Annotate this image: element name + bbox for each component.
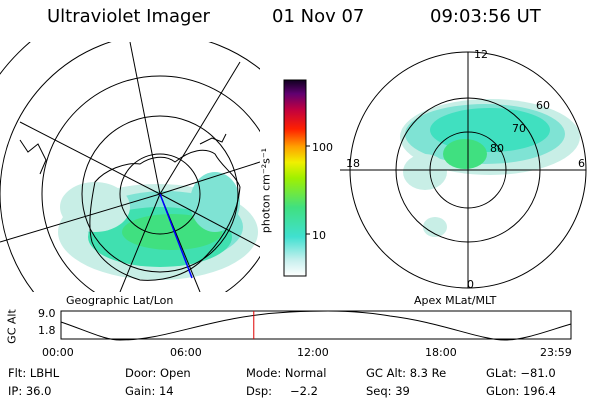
colorbar-label: photon cm⁻²s⁻¹ [259, 147, 273, 234]
colorbar-tick-100: 100 [312, 141, 333, 154]
time-label: 09:03:56 UT [430, 6, 541, 27]
altitude-curve [60, 310, 572, 341]
colorbar-tick-10: 10 [312, 229, 326, 242]
mlt-label-6: 6 [578, 157, 585, 170]
mlt-label-18: 18 [346, 157, 360, 170]
status-filter: Flt: LBHL [8, 366, 60, 380]
coastline-fragment-2 [199, 133, 227, 145]
time-tick-0000: 00:00 [42, 346, 74, 359]
date-label: 01 Nov 07 [272, 6, 365, 27]
mlat-label-60: 60 [536, 99, 550, 112]
continent-outline [89, 149, 241, 281]
status-gain: Gain: 14 [125, 384, 174, 398]
status-dsp-label: Dsp: [246, 384, 273, 398]
colorbar [283, 79, 310, 277]
altitude-ymax: 9.0 [38, 307, 56, 320]
apex-map [340, 51, 587, 289]
mlt-label-0: 0 [467, 278, 474, 291]
coastline-fragment [19, 139, 47, 175]
status-glon: GLon: 196.4 [486, 384, 556, 398]
mlt-axes [340, 52, 586, 288]
status-seq: Seq: 39 [366, 384, 410, 398]
mlt-label-12: 12 [474, 48, 488, 61]
time-tick-2359: 23:59 [540, 346, 572, 359]
time-tick-1800: 18:00 [425, 346, 457, 359]
time-tick-0600: 06:00 [170, 346, 202, 359]
apex-caption: Apex MLat/MLT [414, 294, 497, 307]
geographic-map [0, 42, 260, 292]
instrument-title: Ultraviolet Imager [47, 6, 210, 27]
status-dsp-value: −2.2 [290, 384, 318, 398]
mlat-label-80: 80 [490, 142, 504, 155]
status-gc-alt: GC Alt: 8.3 Re [366, 366, 447, 380]
altitude-ymin: 1.8 [38, 324, 56, 337]
status-mode: Mode: Normal [246, 366, 327, 380]
altitude-strip [60, 310, 572, 341]
ground-track [159, 193, 193, 279]
status-glat: GLat: −81.0 [486, 366, 556, 380]
status-ip: IP: 36.0 [8, 384, 52, 398]
latitude-circles [0, 42, 260, 292]
mlat-label-70: 70 [512, 122, 526, 135]
altitude-ylabel: GC Alt [5, 309, 19, 344]
geographic-caption: Geographic Lat/Lon [66, 294, 174, 307]
aurora-emission-right [400, 99, 580, 237]
status-door: Door: Open [125, 366, 191, 380]
time-tick-1200: 12:00 [297, 346, 329, 359]
